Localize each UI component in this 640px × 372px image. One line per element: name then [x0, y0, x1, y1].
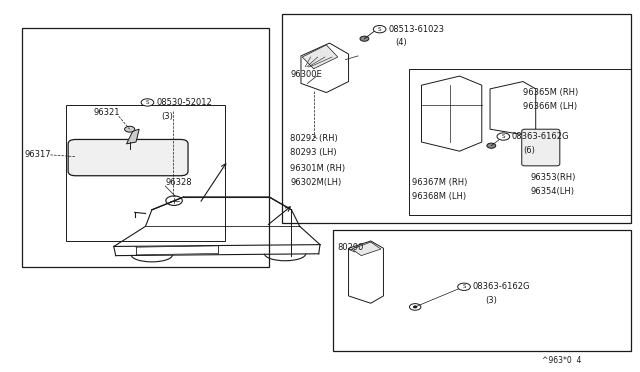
FancyBboxPatch shape — [522, 129, 560, 166]
Text: 96353(RH): 96353(RH) — [531, 173, 576, 182]
Text: 96368M (LH): 96368M (LH) — [412, 192, 466, 201]
Bar — [22, 28, 269, 267]
Polygon shape — [302, 45, 338, 69]
Circle shape — [360, 36, 369, 41]
Text: (4): (4) — [395, 38, 406, 47]
Circle shape — [458, 283, 470, 291]
Text: 80292 (RH): 80292 (RH) — [290, 134, 338, 143]
Circle shape — [413, 306, 417, 308]
Bar — [282, 14, 631, 223]
Text: S: S — [378, 27, 381, 32]
Text: 96321: 96321 — [93, 108, 120, 117]
Bar — [409, 69, 631, 215]
Text: 96302M(LH): 96302M(LH) — [290, 178, 341, 187]
Text: 08363-6162G: 08363-6162G — [511, 132, 569, 141]
Text: (6): (6) — [523, 146, 535, 155]
Text: 96366M (LH): 96366M (LH) — [523, 102, 577, 111]
Text: 96300E: 96300E — [290, 70, 322, 79]
Text: 96367M (RH): 96367M (RH) — [412, 178, 467, 187]
FancyBboxPatch shape — [68, 140, 188, 176]
Bar — [333, 230, 631, 351]
Text: S: S — [502, 134, 505, 139]
Circle shape — [410, 304, 421, 310]
Text: (3): (3) — [485, 296, 497, 305]
Circle shape — [497, 133, 509, 140]
Text: 08530-52012: 08530-52012 — [156, 98, 212, 107]
Polygon shape — [352, 242, 381, 256]
Text: 80293 (LH): 80293 (LH) — [290, 148, 337, 157]
Text: 96354(LH): 96354(LH) — [531, 187, 575, 196]
Text: 96365M (RH): 96365M (RH) — [523, 88, 579, 97]
Circle shape — [141, 99, 154, 106]
Text: 96301M (RH): 96301M (RH) — [290, 164, 346, 173]
Circle shape — [487, 143, 496, 148]
Text: 96328: 96328 — [165, 178, 192, 187]
Text: 96317: 96317 — [25, 150, 52, 159]
Circle shape — [125, 126, 135, 132]
Text: 08363-6162G: 08363-6162G — [472, 282, 530, 291]
Polygon shape — [127, 129, 139, 144]
Text: 08513-61023: 08513-61023 — [388, 25, 445, 33]
Text: S: S — [146, 100, 149, 105]
Text: 80290: 80290 — [338, 243, 364, 252]
Circle shape — [373, 26, 386, 33]
Text: (3): (3) — [161, 112, 173, 121]
Text: ^963*0  4: ^963*0 4 — [542, 356, 581, 365]
Bar — [66, 105, 225, 241]
Circle shape — [166, 196, 182, 205]
Text: S: S — [462, 284, 466, 289]
